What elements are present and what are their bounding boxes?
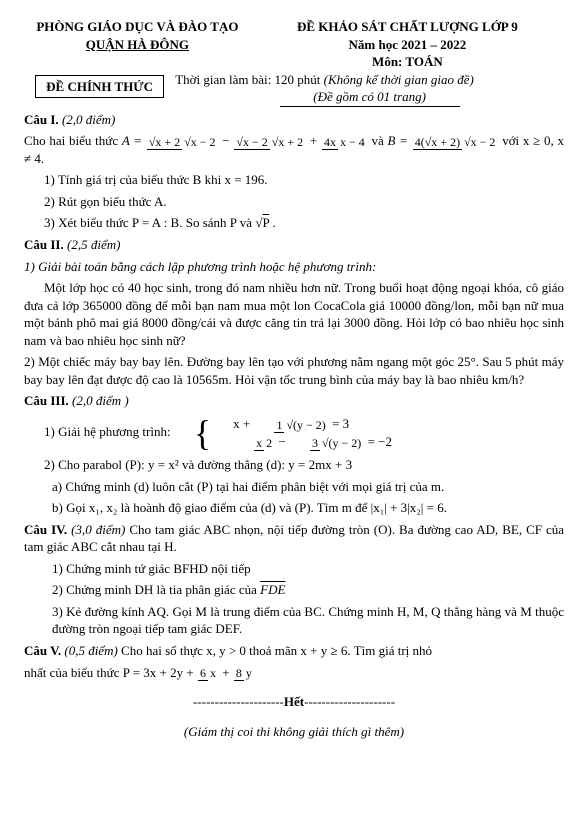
q4-3: 3) Kẻ đường kính AQ. Gọi M là trung điểm… [24, 603, 564, 638]
q1-expr: Cho hai biểu thức A = √x + 2√x − 2 − √x … [24, 132, 564, 167]
cau-1: Câu I. (2,0 điểm) [24, 111, 564, 129]
exam-time-note: (Không kể thời gian giao đề) [324, 72, 474, 87]
q2-p1: Một lớp học có 40 học sinh, trong đó nam… [24, 279, 564, 349]
official-exam-box: ĐỀ CHÍNH THỨC [35, 75, 164, 99]
exam-time: Thời gian làm bài: 120 phút [175, 72, 320, 87]
cau-4: Câu IV. (3,0 điểm) Cho tam giác ABC nhọn… [24, 521, 564, 556]
school-year: Năm học 2021 – 2022 [251, 36, 564, 54]
q1-score: (2,0 điểm) [62, 112, 115, 127]
q2-title: Câu II. [24, 237, 64, 252]
exam-title: ĐỀ KHẢO SÁT CHẤT LƯỢNG LỚP 9 [251, 18, 564, 36]
q4-1: 1) Chứng minh tứ giác BFHD nội tiếp [24, 560, 564, 578]
B-eq: B = [388, 133, 408, 148]
q2-lead: 1) Giải bài toán bằng cách lập phương tr… [24, 258, 564, 276]
q4-title: Câu IV. [24, 522, 67, 537]
q1-2: 2) Rút gọn biểu thức A. [24, 193, 564, 211]
q3-2: 2) Cho parabol (P): y = x² và đường thẳn… [24, 456, 564, 474]
A-eq: A = [122, 133, 142, 148]
q2-p2: 2) Một chiếc máy bay bay lên. Đường bay … [24, 353, 564, 388]
q5-lead-a: Cho hai số thực x, y > 0 thoả mãn x + y … [121, 643, 432, 658]
q4-score: (3,0 điểm) [71, 522, 125, 537]
q1-1: 1) Tính giá trị của biểu thức B khi x = … [24, 171, 564, 189]
q5-expr: nhất của biểu thức P = 3x + 2y + 6x + 8y [24, 664, 564, 682]
q1-3: 3) Xét biểu thức P = A : B. So sánh P và… [24, 214, 564, 232]
page-note: (Đề gồm có 01 trang) [280, 88, 460, 107]
q2-score: (2,5 điểm) [67, 237, 120, 252]
q4-2: 2) Chứng minh DH là tia phân giác của FD… [24, 581, 564, 599]
subject: Môn: TOÁN [251, 53, 564, 71]
q3-2b: b) Gọi x₁, x₂ là hoành độ giao điểm của … [24, 499, 564, 517]
q1-intro: Cho hai biểu thức [24, 133, 118, 148]
cau-3: Câu III. (2,0 điểm ) [24, 392, 564, 410]
q3-title: Câu III. [24, 393, 69, 408]
q1-title: Câu I. [24, 112, 59, 127]
left-brace-icon: { [174, 415, 211, 451]
footer-end: ---------------------Hết----------------… [24, 693, 564, 711]
doc-header: PHÒNG GIÁO DỤC VÀ ĐÀO TẠO QUẬN HÀ ĐÔNG Đ… [24, 18, 564, 107]
q3-1: 1) Giải hệ phương trình: { x + 1√(y − 2)… [24, 414, 564, 452]
cau-5: Câu V. (0,5 điểm) Cho hai số thực x, y >… [24, 642, 564, 660]
q5-score: (0,5 điểm) [64, 643, 117, 658]
dept-line1: PHÒNG GIÁO DỤC VÀ ĐÀO TẠO [24, 18, 251, 36]
q3-score: (2,0 điểm ) [72, 393, 129, 408]
q5-title: Câu V. [24, 643, 61, 658]
and-txt: và [371, 133, 383, 148]
footer-note: (Giám thị coi thi không giải thích gì th… [24, 723, 564, 741]
q3-2a: a) Chứng minh (d) luôn cắt (P) tại hai đ… [24, 478, 564, 496]
dept-line2: QUẬN HÀ ĐÔNG [24, 36, 251, 54]
cau-2: Câu II. (2,5 điểm) [24, 236, 564, 254]
